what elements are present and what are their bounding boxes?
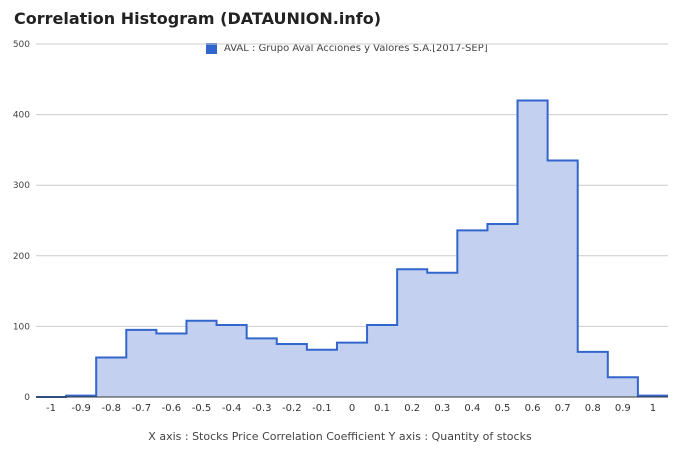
y-axis-ticks: 0 100 200 300 400 500 — [13, 40, 30, 403]
x-tick-label: 0.9 — [615, 403, 631, 414]
legend-label: AVAL : Grupo Aval Acciones y Valores S.A… — [224, 43, 488, 54]
y-tick-label: 100 — [13, 322, 30, 332]
x-tick-label: -1 — [46, 403, 56, 414]
x-axis-ticks: -1 -0.9 -0.8 -0.7 -0.6 -0.5 -0.4 -0.3 -0.2 -0.1 0 0… — [46, 403, 656, 414]
x-tick-label: -0.5 — [192, 403, 212, 414]
x-tick-label: -0.7 — [132, 403, 152, 414]
histogram-area-fill — [36, 100, 668, 397]
x-tick-label: -0.4 — [222, 403, 242, 414]
legend-swatch — [206, 43, 217, 54]
y-tick-label: 500 — [13, 40, 30, 50]
x-tick-label: 1 — [650, 403, 656, 414]
x-tick-label: -0.8 — [101, 403, 121, 414]
x-tick-label: 0.6 — [525, 403, 541, 414]
x-tick-label: 0.5 — [495, 403, 511, 414]
x-tick-label: 0 — [349, 403, 355, 414]
x-tick-label: -0.3 — [252, 403, 272, 414]
x-tick-label: -0.1 — [312, 403, 332, 414]
chart-title: Correlation Histogram (DATAUNION.info) — [14, 9, 381, 28]
x-tick-label: 0.2 — [404, 403, 420, 414]
x-tick-label: 0.8 — [585, 403, 601, 414]
histogram-line — [36, 99, 668, 398]
y-tick-label: 300 — [13, 181, 30, 191]
x-tick-label: 0.7 — [555, 403, 571, 414]
axis-caption: X axis : Stocks Price Correlation Coeffi… — [148, 430, 532, 443]
x-tick-label: -0.6 — [162, 403, 182, 414]
x-tick-label: -0.2 — [282, 403, 302, 414]
series-area — [36, 99, 668, 398]
y-tick-label: 400 — [13, 111, 30, 121]
legend[interactable]: AVAL : Grupo Aval Acciones y Valores S.A… — [206, 43, 488, 54]
x-tick-label: -0.9 — [71, 403, 91, 414]
y-tick-label: 200 — [13, 252, 30, 262]
x-tick-label: 0.1 — [374, 403, 390, 414]
x-tick-label: 0.4 — [464, 403, 480, 414]
y-tick-label: 0 — [24, 393, 30, 403]
x-tick-label: 0.3 — [434, 403, 450, 414]
